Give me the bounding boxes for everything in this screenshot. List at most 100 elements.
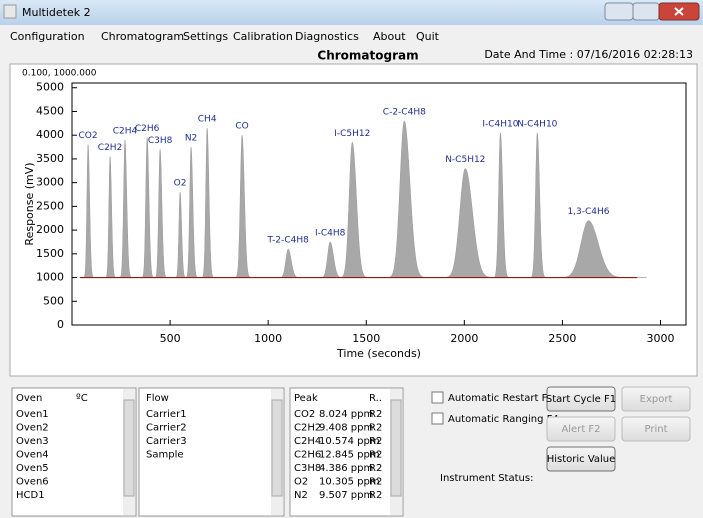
- datetime: Date And Time : 07/16/2016 02:28:13: [484, 48, 693, 61]
- button[interactable]: [546, 386, 616, 412]
- flow-row: Carrier2: [146, 423, 187, 434]
- app-icon: [3, 4, 17, 19]
- menu-item[interactable]: Settings: [183, 30, 228, 43]
- y-tick-label: 3500: [36, 152, 64, 165]
- peak-label: CO: [235, 122, 248, 132]
- peak-label: 1,3-C4H6: [567, 207, 609, 217]
- peak-cell: R2: [369, 409, 382, 420]
- button-label: Alert F2: [561, 424, 600, 435]
- peak-label: N2: [185, 134, 197, 144]
- peak-label: C2H2: [98, 143, 123, 153]
- checkbox-label: Automatic Ranging F4: [448, 414, 559, 425]
- peak-cell: CO2: [294, 409, 315, 420]
- flow-row: Carrier3: [146, 436, 187, 447]
- oven-list: [11, 387, 137, 517]
- peak-cell: 10.305 ppm: [319, 477, 380, 488]
- x-tick-label: 1000: [254, 332, 282, 345]
- button-label: Historic Value: [547, 454, 616, 465]
- peak-cell: R2: [369, 436, 382, 447]
- peak-cell: R2: [369, 463, 382, 474]
- y-tick-label: 2000: [36, 223, 64, 236]
- oven-row: Oven3: [16, 436, 49, 447]
- y-tick-label: 1500: [36, 247, 64, 260]
- menu-item[interactable]: Quit: [416, 30, 440, 43]
- peak-cell: 4.386 ppm: [319, 463, 373, 474]
- scroll-thumb[interactable]: [123, 399, 135, 497]
- x-axis-label: Time (seconds): [336, 347, 421, 360]
- maximize-button[interactable]: [632, 2, 660, 21]
- peak-cell: R2: [369, 423, 382, 434]
- peak-header: R..: [369, 393, 382, 404]
- checkbox[interactable]: [431, 412, 444, 425]
- peak-list: [289, 387, 404, 517]
- oven-row: Oven2: [16, 423, 49, 434]
- button[interactable]: [621, 416, 691, 442]
- y-tick-label: 5000: [36, 81, 64, 94]
- peak-label: I-C4H10: [482, 119, 518, 129]
- flow-header: Flow: [146, 393, 169, 404]
- oven-row: Oven4: [16, 450, 49, 461]
- peak-cell: C2H6: [294, 450, 321, 461]
- peak-cell: 9.408 ppm: [319, 423, 373, 434]
- chart-header: Chromatogram: [317, 49, 418, 63]
- peak-cell: 12.845 ppm: [319, 450, 380, 461]
- peak-label: O2: [174, 179, 187, 189]
- button[interactable]: [546, 446, 616, 472]
- y-tick-label: 4000: [36, 128, 64, 141]
- title-bar: [0, 0, 703, 25]
- y-tick-label: 0: [57, 318, 64, 331]
- oven-header: ºC: [76, 393, 88, 404]
- x-tick-label: 3000: [646, 332, 674, 345]
- menu-item[interactable]: About: [373, 30, 406, 43]
- menu-item[interactable]: Diagnostics: [295, 30, 359, 43]
- instrument-status: Instrument Status:: [440, 473, 533, 484]
- y-tick-label: 2500: [36, 199, 64, 212]
- peak-label: CO2: [79, 131, 98, 141]
- x-tick-label: 1500: [352, 332, 380, 345]
- menu-item[interactable]: Chromatogram: [101, 30, 184, 43]
- x-tick-label: 2000: [450, 332, 478, 345]
- button-label: Print: [644, 424, 667, 435]
- peak-cell: C3H8: [294, 463, 321, 474]
- corner-label: 0.100, 1000.000: [22, 69, 97, 79]
- y-tick-label: 500: [43, 294, 64, 307]
- peak-cell: R2: [369, 490, 382, 501]
- y-tick-label: 1000: [36, 271, 64, 284]
- peak-header: Peak: [294, 393, 318, 404]
- minimize-button[interactable]: [604, 2, 634, 21]
- peak-cell: C2H2: [294, 423, 321, 434]
- plot-frame: [71, 82, 687, 326]
- y-tick-label: 3000: [36, 176, 64, 189]
- peak-cell: C2H4: [294, 436, 321, 447]
- peak-cell: 8.024 ppm: [319, 409, 373, 420]
- flow-list: [138, 387, 285, 517]
- oven-row: HCD1: [16, 490, 45, 501]
- flow-row: Carrier1: [146, 409, 187, 420]
- button[interactable]: [546, 416, 616, 442]
- peak-label: I-C4H8: [315, 228, 346, 238]
- x-tick-label: 500: [160, 332, 181, 345]
- menu-item[interactable]: Configuration: [10, 30, 85, 43]
- menu-item[interactable]: Calibration: [233, 30, 293, 43]
- oven-row: Oven6: [16, 477, 49, 488]
- flow-row: Sample: [146, 450, 184, 461]
- peak-cell: O2: [294, 477, 308, 488]
- peak-label: I-C5H12: [334, 129, 370, 139]
- scroll-thumb[interactable]: [271, 399, 283, 497]
- peak-label: CH4: [198, 115, 217, 125]
- window-title: Multidetek 2: [22, 6, 91, 19]
- y-axis-label: Response (mV): [23, 162, 36, 245]
- peak-label: C2H6: [135, 124, 160, 134]
- scroll-thumb[interactable]: [390, 399, 402, 497]
- peak-label: C2H4: [113, 126, 138, 136]
- y-tick-label: 4500: [36, 104, 64, 117]
- checkbox[interactable]: [431, 391, 444, 404]
- peak-cell: R2: [369, 477, 382, 488]
- peak-cell: 10.574 ppm: [319, 436, 380, 447]
- peak-cell: 9.507 ppm: [319, 490, 373, 501]
- button[interactable]: [621, 386, 691, 412]
- button-label: Export: [640, 394, 673, 405]
- peak-label: C3H8: [148, 136, 173, 146]
- button-label: Start Cycle F1: [546, 394, 616, 405]
